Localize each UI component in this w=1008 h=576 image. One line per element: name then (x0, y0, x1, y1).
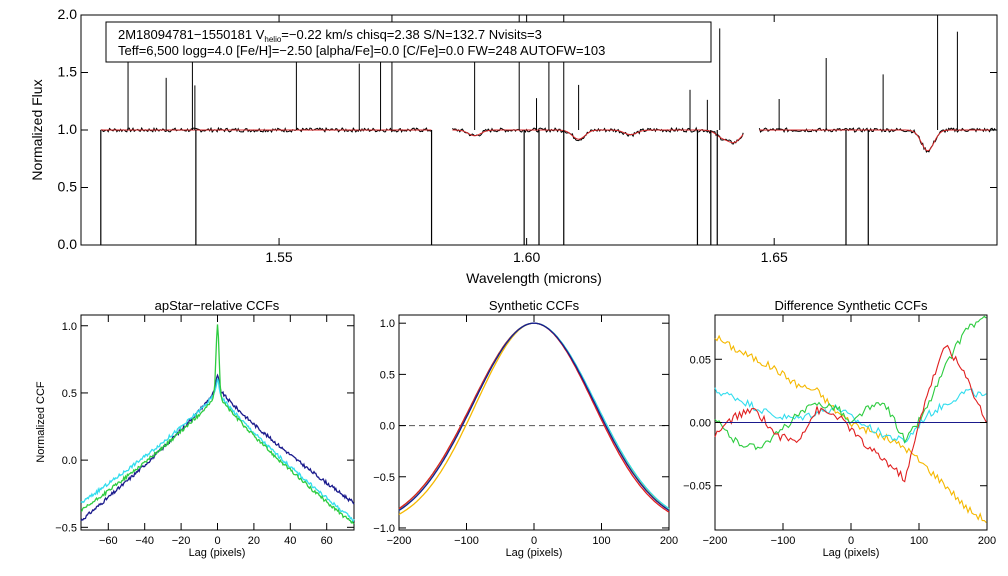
apstar-xtick-label: −40 (135, 535, 154, 547)
difference-title: Difference Synthetic CCFs (775, 298, 928, 313)
apstar-xtick-label: −60 (99, 535, 118, 547)
spectrum-xlabel: Wavelength (microns) (466, 270, 602, 286)
difference-ccf-panel: −200 −100 0 100 200 −0.05 0.00 0.05 Difference … (683, 298, 996, 559)
apstar-ytick-label: 1.0 (62, 321, 77, 333)
spectrum-xtick-label: 1.65 (761, 249, 788, 265)
info-line-1-sub: helio (264, 35, 281, 44)
apstar-series-visit-1 (80, 373, 355, 522)
difference-axes: −200 −100 0 100 200 −0.05 0.00 0.05 (683, 315, 996, 547)
synthetic-xtick-label: −100 (454, 535, 479, 547)
difference-ytick-label: 0.05 (690, 354, 711, 366)
spectrum-ytick-label: 1.0 (58, 121, 78, 137)
synthetic-ytick-label: −0.5 (373, 472, 395, 484)
spectrum-ytick-label: 1.5 (58, 64, 78, 80)
difference-xtick-label: 200 (978, 535, 996, 547)
difference-series-orange (714, 334, 987, 523)
synthetic-xtick-label: 0 (531, 535, 537, 547)
difference-xtick-label: −100 (771, 535, 796, 547)
spectrum-ytick-label: 0.0 (58, 236, 78, 252)
synthetic-series-red (398, 322, 670, 513)
synthetic-series-green (398, 322, 670, 510)
spectrum-model-chip-3 (759, 129, 996, 152)
synthetic-ccf-panel: −200 −100 0 100 200 −1.0 −0.5 0.0 0.5 1.0 Synthet… (373, 298, 678, 559)
synthetic-ytick-label: 0.5 (380, 369, 395, 381)
difference-xtick-label: −200 (703, 535, 728, 547)
apstar-data (80, 324, 355, 525)
apstar-series-visit-3 (80, 324, 355, 525)
spectrum-observed-chip-3 (758, 127, 997, 153)
synthetic-plot-frame (398, 314, 670, 531)
apstar-series-visit-2 (80, 378, 355, 523)
difference-xtick-label: 100 (910, 535, 928, 547)
synthetic-ytick-label: −1.0 (373, 523, 395, 535)
spectrum-panel: 1.55 1.60 1.65 0.0 0.5 1.0 1.5 2.0 2M18094781−1… (29, 6, 998, 286)
info-line-1-prefix: 2M18094781−1550181 V (118, 27, 265, 42)
apstar-ytick-label: 0.5 (62, 388, 77, 400)
spectrum-axes: 1.55 1.60 1.65 0.0 0.5 1.0 1.5 2.0 (58, 6, 997, 265)
difference-ytick-label: 0.00 (690, 418, 711, 430)
apstar-plot-frame (80, 314, 355, 531)
difference-series-red (714, 344, 987, 483)
apstar-xlabel: Lag (pixels) (189, 547, 246, 559)
spectrum-traces (100, 15, 997, 245)
difference-ytick-label: −0.05 (683, 481, 711, 493)
spectrum-ylabel: Normalized Flux (29, 79, 45, 180)
apstar-axes: −60 −40 −20 0 20 40 60 −0.5 0.0 0.5 1.0 (55, 315, 354, 547)
synthetic-series-cyan (398, 322, 670, 512)
synthetic-xtick-label: 100 (592, 535, 610, 547)
info-line-1-suffix: =−0.22 km/s chisq=2.38 S/N=132.7 Nvisits… (281, 27, 542, 42)
apstar-ccf-panel: −60 −40 −20 0 20 40 60 −0.5 0.0 0.5 1.0 apStar−rel… (35, 298, 355, 559)
info-box (105, 21, 712, 63)
apstar-xtick-label: 40 (284, 535, 296, 547)
spectrum-model-chip-2 (452, 129, 744, 144)
difference-xtick-label: 0 (848, 535, 854, 547)
synthetic-data (398, 322, 670, 515)
spectrum-ytick-label: 0.5 (58, 179, 78, 195)
synthetic-ytick-label: 1.0 (380, 318, 395, 330)
synthetic-xtick-label: 200 (660, 535, 678, 547)
difference-xlabel: Lag (pixels) (823, 547, 880, 559)
spectrum-xtick-label: 1.60 (513, 249, 540, 265)
spectrum-ytick-label: 2.0 (58, 6, 78, 22)
apstar-xtick-label: 20 (248, 535, 260, 547)
synthetic-ytick-label: 0.0 (380, 421, 395, 433)
synthetic-axes: −200 −100 0 100 200 −1.0 −0.5 0.0 0.5 1.0 (373, 315, 678, 547)
synthetic-series-dark (398, 322, 670, 511)
apstar-xtick-label: 60 (321, 535, 333, 547)
difference-data (714, 315, 987, 523)
info-line-1: 2M18094781−1550181 Vhelio=−0.22 km/s chi… (118, 27, 542, 44)
synthetic-series-orange (398, 322, 670, 515)
apstar-title: apStar−relative CCFs (155, 298, 280, 313)
synthetic-title: Synthetic CCFs (489, 298, 580, 313)
apstar-xtick-label: −20 (172, 535, 191, 547)
synthetic-xlabel: Lag (pixels) (506, 547, 563, 559)
info-line-2: Teff=6,500 logg=4.0 [Fe/H]=−2.50 [alpha/… (118, 43, 605, 58)
apstar-ytick-label: −0.5 (55, 522, 77, 534)
apstar-ylabel: Normalized CCF (35, 381, 47, 463)
spectrum-xtick-label: 1.55 (265, 249, 292, 265)
synthetic-xtick-label: −200 (387, 535, 412, 547)
difference-series-cyan (714, 387, 987, 444)
apstar-xtick-label: 0 (214, 535, 220, 547)
spectrum-data (100, 15, 997, 245)
apstar-ytick-label: 0.0 (62, 455, 77, 467)
